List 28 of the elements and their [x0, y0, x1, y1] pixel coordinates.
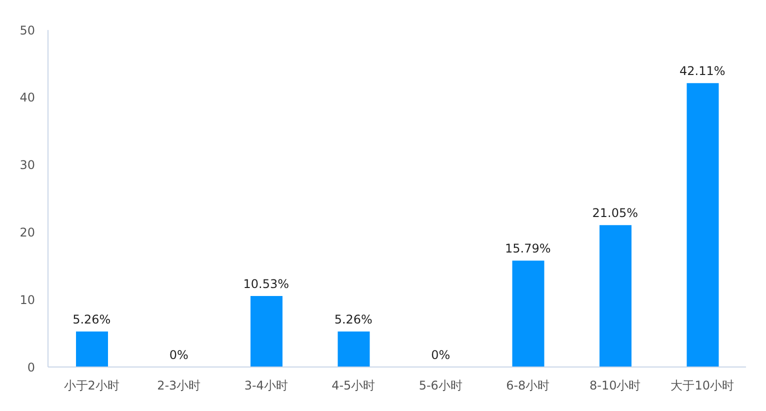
bar [600, 225, 632, 367]
data-label: 15.79% [504, 242, 551, 256]
data-label: 0% [169, 348, 188, 362]
y-tick-label: 10 [20, 292, 35, 307]
data-label: 21.05% [592, 206, 638, 220]
x-tick-label: 小于2小时 [64, 378, 120, 393]
x-tick-label: 大于10小时 [670, 378, 734, 393]
data-label: 42.11% [679, 64, 726, 78]
bar [512, 260, 544, 367]
bar [338, 332, 370, 367]
x-tick-label: 5-6小时 [418, 378, 462, 393]
data-label: 5.26% [334, 312, 372, 327]
y-tick-label: 0 [27, 360, 35, 374]
y-tick-label: 40 [20, 90, 35, 105]
bar [250, 296, 282, 367]
x-tick-label: 4-5小时 [332, 378, 376, 393]
data-label: 5.26% [72, 312, 111, 327]
x-tick-label: 8-10小时 [590, 378, 641, 393]
y-tick-label: 30 [20, 158, 35, 172]
bar [686, 83, 719, 367]
bar [76, 332, 108, 367]
data-label: 10.53% [243, 277, 290, 292]
x-tick-label: 2-3小时 [157, 378, 201, 393]
y-tick-label: 20 [20, 225, 35, 240]
x-tick-label: 3-4小时 [244, 378, 288, 393]
y-tick-label: 50 [20, 23, 35, 38]
x-tick-label: 6-8小时 [506, 378, 550, 393]
data-label: 0% [431, 348, 450, 362]
